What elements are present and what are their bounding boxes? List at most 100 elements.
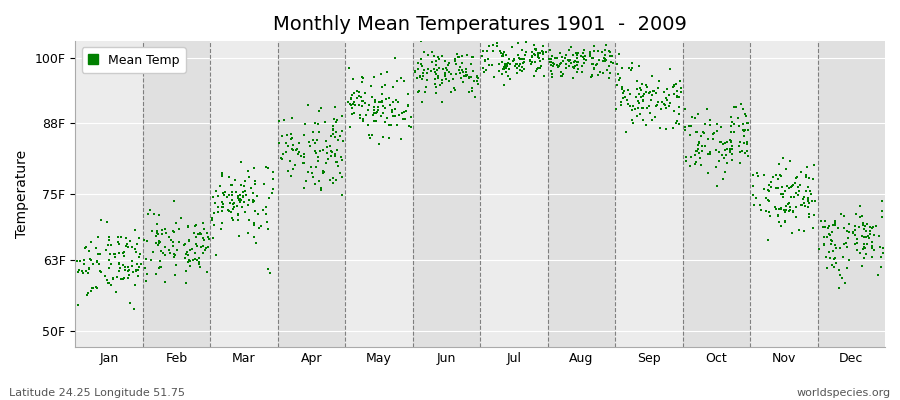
Point xyxy=(298,120,312,127)
Point xyxy=(333,133,347,140)
Point xyxy=(429,84,444,90)
Point xyxy=(633,110,647,117)
Point xyxy=(663,100,678,106)
Point xyxy=(706,130,721,136)
Point xyxy=(301,102,315,108)
Point xyxy=(626,117,640,124)
Point xyxy=(94,268,108,274)
Point xyxy=(509,70,524,76)
Point xyxy=(499,68,513,75)
Point xyxy=(184,246,199,252)
Point xyxy=(122,274,136,281)
Bar xyxy=(682,41,750,347)
Point xyxy=(874,264,888,270)
Point xyxy=(346,76,360,82)
Point xyxy=(224,182,238,189)
Point xyxy=(482,62,497,68)
Point xyxy=(179,251,194,258)
Point xyxy=(527,59,542,66)
Point xyxy=(816,233,831,240)
Point xyxy=(750,170,764,176)
Point xyxy=(438,64,453,71)
Point xyxy=(544,62,558,68)
Point xyxy=(803,188,817,194)
Point xyxy=(328,104,342,110)
Point xyxy=(696,148,710,154)
Point xyxy=(495,50,509,57)
Point xyxy=(627,106,642,113)
Point xyxy=(684,123,698,130)
Point xyxy=(602,48,616,54)
Point xyxy=(414,56,428,62)
Point xyxy=(435,99,449,105)
Point xyxy=(662,103,676,110)
Point xyxy=(432,64,446,71)
Point xyxy=(112,260,126,267)
Point xyxy=(471,74,485,81)
Point xyxy=(374,71,389,77)
Point xyxy=(772,160,787,167)
Point xyxy=(819,265,833,271)
Point xyxy=(100,277,114,284)
Point xyxy=(634,94,648,100)
Point xyxy=(248,181,262,188)
Point xyxy=(102,237,116,243)
Point xyxy=(129,268,143,274)
Point xyxy=(688,159,703,165)
Point xyxy=(231,193,246,199)
Point xyxy=(724,138,738,145)
Point xyxy=(202,236,216,242)
Point xyxy=(335,112,349,119)
Point xyxy=(670,88,685,95)
Point xyxy=(519,48,534,55)
Point xyxy=(701,170,716,176)
Point xyxy=(761,209,776,215)
Point xyxy=(660,86,674,92)
Point xyxy=(710,120,724,127)
Point xyxy=(857,254,871,261)
Point xyxy=(649,90,663,97)
Point xyxy=(447,58,462,65)
Point xyxy=(75,268,89,274)
Point xyxy=(117,274,131,281)
Point xyxy=(326,180,340,186)
Point xyxy=(115,249,130,256)
Point xyxy=(127,306,141,312)
Point xyxy=(816,241,831,247)
Point xyxy=(586,54,600,61)
Point xyxy=(188,241,202,247)
Point xyxy=(231,211,246,218)
Point xyxy=(840,228,854,234)
Point xyxy=(604,58,618,65)
Point xyxy=(212,183,227,189)
Point xyxy=(771,219,786,226)
Point xyxy=(780,182,795,189)
Point xyxy=(439,76,454,83)
Point xyxy=(333,170,347,176)
Point xyxy=(516,60,530,66)
Point xyxy=(148,240,163,246)
Point xyxy=(849,211,863,218)
Point xyxy=(377,82,392,88)
Point xyxy=(787,194,801,200)
Point xyxy=(465,85,480,91)
Point xyxy=(510,52,525,58)
Point xyxy=(311,121,326,128)
Point xyxy=(460,72,474,78)
Point xyxy=(568,58,582,64)
Point xyxy=(116,249,130,255)
Point xyxy=(500,62,515,68)
Point xyxy=(355,103,369,110)
Point xyxy=(327,116,341,122)
Point xyxy=(111,234,125,240)
Point xyxy=(673,89,688,95)
Point xyxy=(531,53,545,60)
Point xyxy=(260,225,274,232)
Point xyxy=(212,193,226,200)
Point xyxy=(452,67,466,74)
Point xyxy=(453,64,467,71)
Point xyxy=(211,204,225,210)
Point xyxy=(590,72,605,78)
Bar xyxy=(615,41,682,347)
Point xyxy=(233,192,248,198)
